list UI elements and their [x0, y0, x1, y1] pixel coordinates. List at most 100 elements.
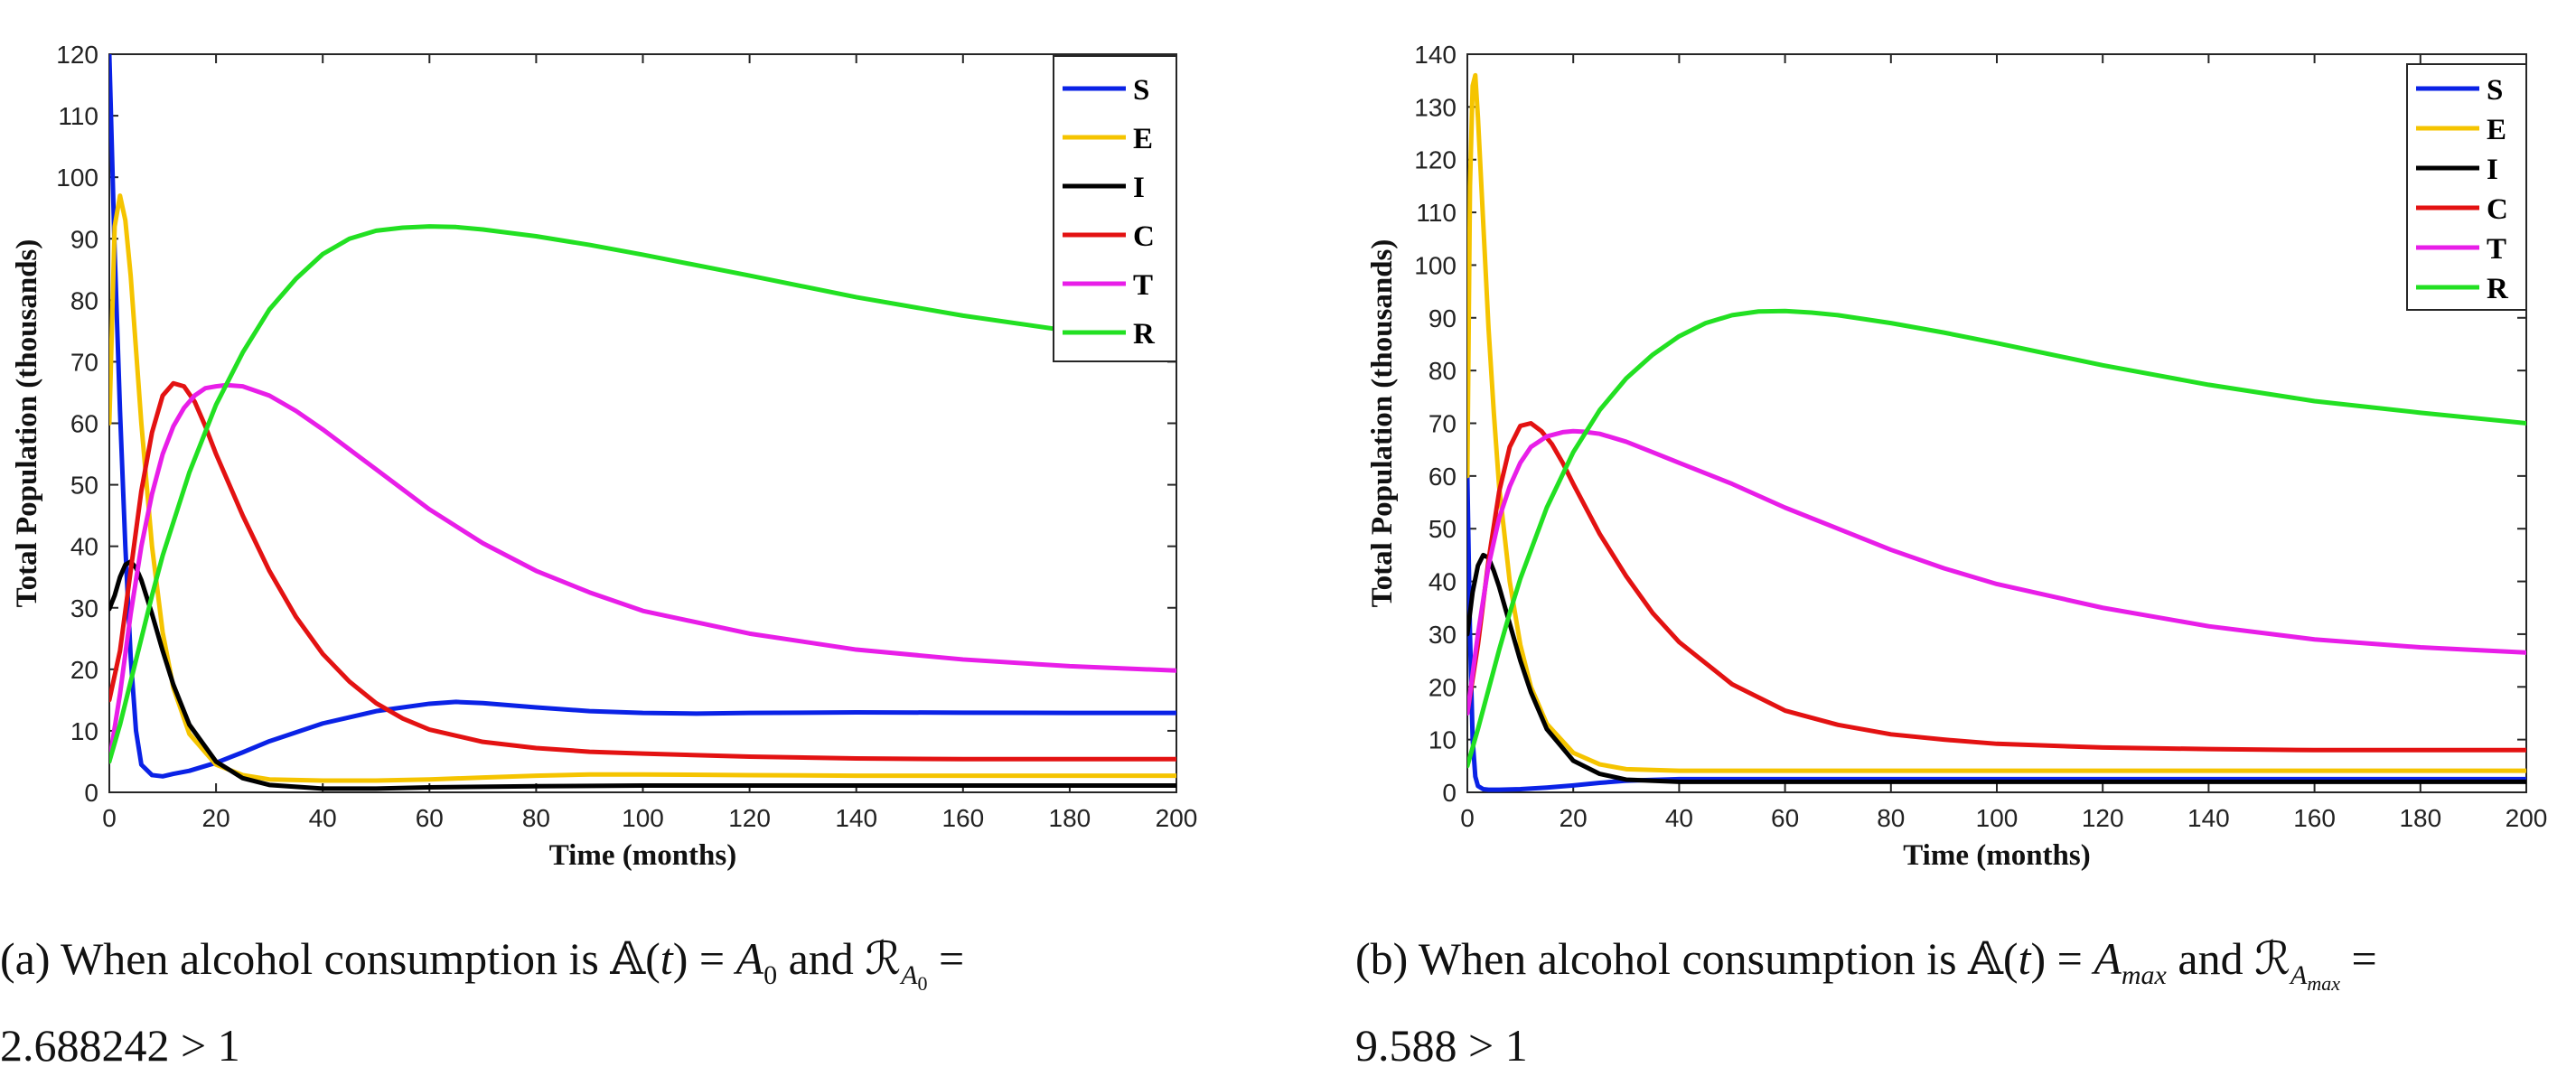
x-tick-label: 20	[1560, 804, 1588, 832]
y-tick-label: 120	[56, 41, 98, 69]
caption-a: (a) When alcohol consumption is 𝔸(t) = A…	[0, 933, 965, 1071]
y-tick-label: 0	[1442, 779, 1457, 807]
series-line-I	[1467, 552, 2526, 784]
caption-b-prefix: (b) When alcohol consumption is	[1355, 933, 1969, 984]
y-tick-label: 40	[1429, 568, 1457, 596]
x-tick-label: 180	[2399, 804, 2441, 832]
y-tick-label: 10	[1429, 726, 1457, 754]
y-tick-label: 70	[70, 348, 98, 376]
x-tick-label: 200	[1156, 804, 1198, 832]
caption-b-a0: A	[2094, 933, 2122, 984]
caption-b-eq: =	[2339, 933, 2377, 984]
x-tick-label: 200	[2506, 804, 2548, 832]
y-tick-label: 100	[1414, 251, 1457, 279]
caption-a-prefix: (a) When alcohol consumption is	[0, 933, 611, 984]
x-tick-label: 180	[1049, 804, 1091, 832]
x-axis-title: Time (months)	[549, 839, 736, 872]
x-tick-label: 120	[728, 804, 771, 832]
y-tick-label: 110	[1416, 199, 1457, 227]
x-tick-label: 20	[202, 804, 230, 832]
series-line-S	[109, 54, 1176, 779]
y-tick-label: 10	[70, 717, 98, 745]
x-tick-label: 100	[622, 804, 664, 832]
legend-label-S: S	[1133, 74, 1149, 107]
y-tick-label: 20	[70, 656, 98, 684]
x-tick-label: 0	[1460, 804, 1475, 832]
legend-label-T: T	[1133, 269, 1153, 302]
caption-a-R: ℛ	[865, 933, 902, 984]
legend	[1053, 55, 1177, 362]
legend-label-T: T	[2487, 233, 2506, 266]
caption-b-r-sub: A	[2290, 960, 2308, 990]
y-tick-label: 120	[1414, 146, 1457, 174]
caption-a-t: t	[660, 933, 673, 984]
x-tick-label: 60	[416, 804, 444, 832]
caption-b-value: 9.588 > 1	[1355, 1020, 1528, 1071]
y-tick-label: 20	[1429, 673, 1457, 701]
y-tick-label: 90	[1429, 304, 1457, 332]
caption-b-r-sub-sub: max	[2307, 972, 2340, 995]
caption-a-a0-sub: 0	[763, 960, 778, 990]
legend-label-C: C	[1133, 220, 1155, 253]
series-line-C	[1467, 421, 2526, 753]
caption-b-a0-sub: max	[2121, 960, 2167, 990]
x-tick-label: 40	[1665, 804, 1693, 832]
series-line-T	[1467, 428, 2526, 716]
caption-a-value: 2.688242 > 1	[0, 1020, 240, 1071]
legend	[2406, 63, 2527, 311]
x-tick-label: 160	[941, 804, 984, 832]
plot-area	[1466, 53, 2527, 793]
y-tick-label: 90	[70, 225, 98, 253]
x-tick-label: 40	[309, 804, 337, 832]
legend-label-C: C	[2487, 193, 2508, 226]
series-line-E	[109, 193, 1176, 783]
y-tick-label: 110	[58, 102, 98, 130]
caption-b-R: ℛ	[2254, 933, 2290, 984]
caption-b-A: 𝔸	[1968, 933, 2003, 984]
legend-label-E: E	[2487, 114, 2506, 146]
series-line-T	[109, 382, 1176, 764]
chart-b: 0 20 40 60 80 100 120 140 160 180 200 0 10 20 30 40 50 60…	[1366, 41, 2548, 872]
y-tick-label: 70	[1429, 410, 1457, 438]
chart-a: 0 20 40 60 80 100 120 140 160 180 200 0 10 20 30 40 50 60…	[11, 41, 1198, 872]
caption-a-and: and	[777, 933, 866, 984]
y-tick-label: 100	[56, 164, 98, 192]
series-line-R	[1467, 308, 2526, 769]
y-tick-label: 50	[1429, 515, 1457, 543]
x-tick-label: 120	[2082, 804, 2124, 832]
x-tick-label: 80	[522, 804, 550, 832]
y-tick-label: 30	[70, 594, 98, 622]
y-tick-label: 80	[1429, 357, 1457, 385]
caption-b-t: t	[2018, 933, 2031, 984]
series-line-R	[109, 224, 1176, 764]
y-tick-label: 60	[70, 410, 98, 438]
y-tick-label: 50	[70, 472, 98, 500]
x-tick-label: 0	[102, 804, 117, 832]
y-tick-label: 30	[1429, 621, 1457, 649]
legend-label-R: R	[2487, 273, 2509, 305]
y-tick-label: 80	[70, 286, 98, 314]
caption-b: (b) When alcohol consumption is 𝔸(t) = A…	[1355, 933, 2377, 1071]
x-axis-title: Time (months)	[1903, 839, 2090, 872]
y-tick-label: 0	[84, 779, 98, 807]
series-line-S	[1467, 473, 2526, 792]
caption-a-a0: A	[735, 933, 764, 984]
legend-label-I: I	[1133, 172, 1145, 204]
x-tick-label: 100	[1976, 804, 2019, 832]
plot-area	[108, 53, 1177, 793]
y-tick-label: 40	[70, 533, 98, 561]
caption-a-r-sub: A	[901, 960, 918, 990]
caption-a-r-sub-sub: 0	[917, 972, 928, 995]
y-axis-title: Total Population (thousands)	[11, 239, 43, 608]
x-tick-label: 140	[2187, 804, 2230, 832]
legend-label-I: I	[2487, 154, 2498, 186]
caption-a-eq: =	[927, 933, 965, 984]
legend-label-E: E	[1133, 123, 1153, 155]
y-tick-label: 60	[1429, 463, 1457, 491]
y-axis-title: Total Population (thousands)	[1366, 239, 1399, 608]
x-tick-label: 80	[1877, 804, 1905, 832]
caption-a-A: 𝔸	[610, 933, 646, 984]
y-tick-label: 130	[1414, 93, 1457, 121]
series-line-C	[109, 380, 1176, 762]
x-tick-label: 140	[835, 804, 877, 832]
